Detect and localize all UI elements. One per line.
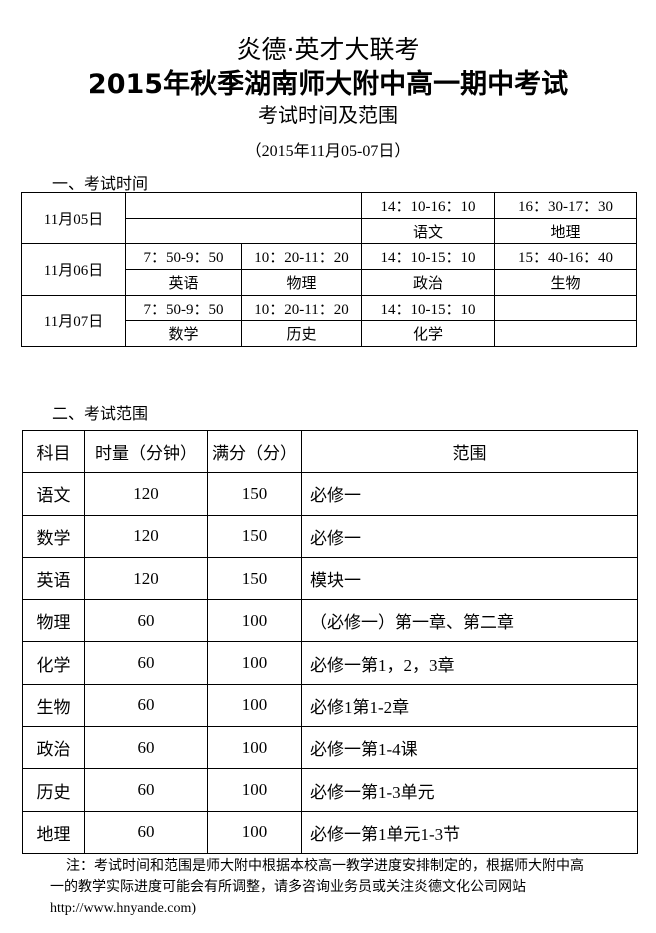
subject-cell: 英语 xyxy=(125,269,242,296)
table-cell: 历史 xyxy=(22,768,85,812)
time-cell: 10：20-11：20 xyxy=(241,243,362,271)
table-row: 数学 历史 化学 xyxy=(22,320,637,348)
date-cell: 11月06日 xyxy=(21,243,126,296)
table-row: 数学 120 150 必修一 xyxy=(22,514,638,558)
scope-table: 科目 时量（分钟） 满分（分） 范围 语文 120 150 必修一 数学 120 150 必修一 英语 1… xyxy=(22,429,638,854)
table-cell: 100 xyxy=(207,810,302,854)
table-cell: 100 xyxy=(207,641,302,685)
column-header: 范围 xyxy=(301,429,638,474)
subject-cell: 化学 xyxy=(361,320,495,348)
table-row: 11月05日 14：10-16：10 16：30-17：30 xyxy=(21,191,637,245)
table-cell: 数学 xyxy=(22,514,85,558)
subject-cell: 数学 xyxy=(125,320,242,348)
table-cell: 语文 xyxy=(22,472,85,516)
table-cell: 120 xyxy=(84,514,208,558)
section-heading-scope: 二、考试范围 xyxy=(52,406,149,423)
schedule-table: 11月05日 14：10-16：10 16：30-17：30 语文 地理 11月… xyxy=(21,191,637,348)
time-cell: 7：50-9：50 xyxy=(125,294,242,322)
table-cell: 60 xyxy=(84,641,208,685)
subject-cell: 生物 xyxy=(494,269,637,296)
table-cell: 必修一第1-4课 xyxy=(301,726,638,770)
table-cell: （必修一）第一章、第二章 xyxy=(301,599,638,643)
table-row: 11月07日 7：50-9：50 10：20-11：20 14：10-15：10 xyxy=(21,294,637,348)
time-cell: 14：10-16：10 xyxy=(361,192,495,219)
table-row: 11月06日 7：50-9：50 10：20-11：20 14：10-15：10… xyxy=(21,243,637,296)
subject-cell: 地理 xyxy=(494,217,637,245)
footnote-line: 一的教学实际进度可能会有所调整，请多咨询业务员或关注炎德文化公司网站 xyxy=(50,880,526,895)
subject-cell: 语文 xyxy=(361,217,495,245)
column-header: 科目 xyxy=(22,429,85,474)
footnote: 注：考试时间和范围是师大附中根据本校高一教学进度安排制定的，根据师大附中高 一的… xyxy=(50,856,610,919)
time-cell: 7：50-9：50 xyxy=(125,243,242,271)
table-row: 英语 120 150 模块一 xyxy=(22,556,638,601)
time-cell: 10：20-11：20 xyxy=(241,294,362,322)
table-cell: 60 xyxy=(84,810,208,854)
table-cell: 必修一第1单元1-3节 xyxy=(301,810,638,854)
table-row: 地理 60 100 必修一第1单元1-3节 xyxy=(22,810,638,854)
subject-cell: 政治 xyxy=(361,269,495,296)
date-cell: 11月07日 xyxy=(21,294,126,348)
table-cell: 必修一 xyxy=(301,472,638,516)
table-cell: 100 xyxy=(207,683,302,728)
table-cell: 物理 xyxy=(22,599,85,643)
time-cell: 15：40-16：40 xyxy=(494,243,637,271)
table-cell: 60 xyxy=(84,768,208,812)
table-cell: 生物 xyxy=(22,683,85,728)
table-row: 语文 120 150 必修一 xyxy=(22,472,638,516)
table-cell: 120 xyxy=(84,556,208,601)
title-main: 炎德·英才大联考 xyxy=(236,35,420,64)
empty-cell xyxy=(125,192,362,219)
table-cell: 100 xyxy=(207,599,302,643)
subject-cell: 物理 xyxy=(241,269,362,296)
table-header-row: 科目 时量（分钟） 满分（分） 范围 xyxy=(22,429,638,474)
table-cell: 60 xyxy=(84,683,208,728)
empty-cell xyxy=(494,320,637,348)
table-cell: 英语 xyxy=(22,556,85,601)
column-header: 时量（分钟） xyxy=(84,429,208,474)
table-cell: 模块一 xyxy=(301,556,638,601)
table-cell: 100 xyxy=(207,726,302,770)
time-cell: 16：30-17：30 xyxy=(494,192,637,219)
empty-cell xyxy=(125,217,362,245)
table-cell: 60 xyxy=(84,726,208,770)
table-cell: 150 xyxy=(207,472,302,516)
table-cell: 必修一第1，2，3章 xyxy=(301,641,638,685)
time-cell: 14：10-15：10 xyxy=(361,294,495,322)
table-row: 历史 60 100 必修一第1-3单元 xyxy=(22,768,638,812)
title-sub: 考试时间及范围 xyxy=(258,105,398,127)
section-heading-schedule: 一、考试时间 xyxy=(52,176,149,193)
table-cell: 政治 xyxy=(22,726,85,770)
table-cell: 100 xyxy=(207,768,302,812)
table-cell: 150 xyxy=(207,556,302,601)
date-range: （2015年11月05-07日） xyxy=(245,143,411,160)
time-cell: 14：10-15：10 xyxy=(361,243,495,271)
subject-cell: 历史 xyxy=(241,320,362,348)
table-cell: 150 xyxy=(207,514,302,558)
table-row: 生物 60 100 必修1第1-2章 xyxy=(22,683,638,728)
table-cell: 120 xyxy=(84,472,208,516)
table-cell: 60 xyxy=(84,599,208,643)
table-cell: 必修1第1-2章 xyxy=(301,683,638,728)
table-cell: 地理 xyxy=(22,810,85,854)
table-row: 物理 60 100 （必修一）第一章、第二章 xyxy=(22,599,638,643)
table-cell: 化学 xyxy=(22,641,85,685)
column-header: 满分（分） xyxy=(207,429,302,474)
table-row: 英语 物理 政治 生物 xyxy=(22,269,637,296)
footnote-link[interactable]: http://www.hnyande.com) xyxy=(50,901,197,916)
empty-cell xyxy=(494,294,637,322)
table-row: 政治 60 100 必修一第1-4课 xyxy=(22,726,638,770)
table-row: 化学 60 100 必修一第1，2，3章 xyxy=(22,641,638,685)
table-cell: 必修一 xyxy=(301,514,638,558)
title-exam: 2015年秋季湖南师大附中高一期中考试 xyxy=(87,69,569,100)
table-cell: 必修一第1-3单元 xyxy=(301,768,638,812)
footnote-line: 注：考试时间和范围是师大附中根据本校高一教学进度安排制定的，根据师大附中高 xyxy=(66,859,584,874)
date-cell: 11月05日 xyxy=(21,191,126,245)
